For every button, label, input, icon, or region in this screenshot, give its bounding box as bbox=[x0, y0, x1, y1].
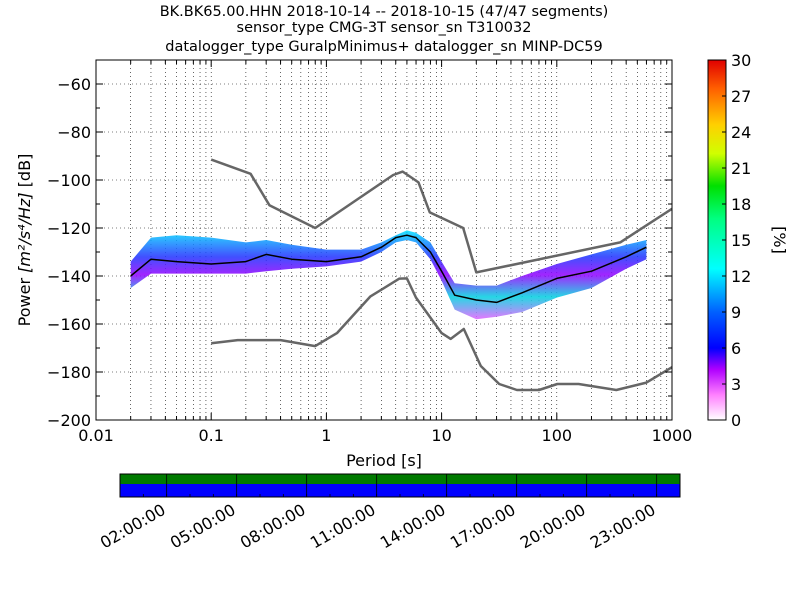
colorbar: 0 3 6 9 12 15 18 21 24 27 30 [%] bbox=[707, 51, 789, 430]
y-axis-ticks: −200 −180 −160 −140 −120 −100 −80 −60 bbox=[47, 75, 672, 430]
coverage-tick-label: 20:00:00 bbox=[517, 500, 589, 552]
x-tick-label: 1000 bbox=[652, 426, 693, 445]
x-tick-label: 1 bbox=[321, 426, 331, 445]
psd-density-band bbox=[130, 230, 647, 320]
coverage-tick-label: 08:00:00 bbox=[237, 500, 309, 552]
y-axis-label-suffix: [dB] bbox=[15, 154, 34, 193]
coverage-tick-label: 17:00:00 bbox=[447, 500, 519, 552]
colorbar-tick-label: 12 bbox=[731, 267, 751, 286]
y-tick-label: −60 bbox=[57, 75, 91, 94]
x-axis-ticks: 0.01 0.1 1 10 100 1000 bbox=[78, 60, 692, 445]
noise-model-lines bbox=[130, 158, 672, 392]
y-axis-label-prefix: Power bbox=[15, 273, 34, 326]
colorbar-tick-label: 0 bbox=[731, 411, 741, 430]
y-tick-label: −140 bbox=[47, 267, 91, 286]
colorbar-ticks: 0 3 6 9 12 15 18 21 24 27 30 bbox=[722, 51, 751, 430]
coverage-tick-label: 11:00:00 bbox=[307, 500, 379, 552]
x-tick-label: 100 bbox=[542, 426, 573, 445]
colorbar-tick-label: 18 bbox=[731, 195, 751, 214]
coverage-tick-label: 23:00:00 bbox=[587, 500, 659, 552]
data-coverage-bar: 02:00:0005:00:0008:00:0011:00:0014:00:00… bbox=[97, 473, 681, 552]
psd-band-area bbox=[130, 230, 647, 320]
y-tick-label: −120 bbox=[47, 219, 91, 238]
plot-frame bbox=[95, 59, 673, 421]
coverage-bottom-strip bbox=[120, 484, 680, 497]
chart-title-line-1: BK.BK65.00.HHN 2018-10-14 -- 2018-10-15 … bbox=[160, 4, 609, 20]
psd-plot-area: 0.01 0.1 1 10 100 1000 −200 −180 −160 −140 −120 −1… bbox=[47, 59, 692, 445]
line-nhnm bbox=[210, 158, 672, 274]
colorbar-tick-label: 9 bbox=[731, 303, 741, 322]
line-mode bbox=[130, 234, 647, 304]
x-tick-label: 0.1 bbox=[198, 426, 223, 445]
colorbar-tick-label: 3 bbox=[731, 375, 741, 394]
y-axis-label-units: [m²/s⁴/Hz] bbox=[15, 192, 34, 272]
colorbar-label: [%] bbox=[770, 226, 789, 254]
coverage-tick-label: 14:00:00 bbox=[377, 500, 449, 552]
line-nlnm bbox=[211, 277, 672, 392]
y-tick-label: −80 bbox=[57, 123, 91, 142]
colorbar-tick-label: 6 bbox=[731, 339, 741, 358]
colorbar-tick-label: 15 bbox=[731, 231, 751, 250]
colorbar-tick-label: 27 bbox=[731, 87, 751, 106]
chart-title-line-2: sensor_type CMG-3T sensor_sn T310032 bbox=[237, 20, 532, 36]
y-tick-label: −200 bbox=[47, 411, 91, 430]
title-block: BK.BK65.00.HHN 2018-10-14 -- 2018-10-15 … bbox=[160, 4, 609, 55]
y-tick-label: −160 bbox=[47, 315, 91, 334]
colorbar-tick-label: 21 bbox=[731, 159, 751, 178]
y-axis-label: Power [m²/s⁴/Hz] [dB] bbox=[15, 154, 34, 327]
colorbar-tick-label: 30 bbox=[731, 51, 751, 70]
grid-lines bbox=[96, 60, 672, 420]
x-tick-label: 10 bbox=[431, 426, 451, 445]
y-tick-label: −100 bbox=[47, 171, 91, 190]
x-tick-label: 0.01 bbox=[78, 426, 114, 445]
colorbar-tick-label: 24 bbox=[731, 123, 751, 142]
x-axis-label: Period [s] bbox=[346, 451, 422, 470]
coverage-tick-label: 05:00:00 bbox=[167, 500, 239, 552]
coverage-top-strip bbox=[120, 474, 680, 484]
chart-title-line-3: datalogger_type GuralpMinimus+ datalogge… bbox=[165, 39, 602, 55]
y-tick-label: −180 bbox=[47, 363, 91, 382]
coverage-tick-label: 02:00:00 bbox=[97, 500, 169, 552]
